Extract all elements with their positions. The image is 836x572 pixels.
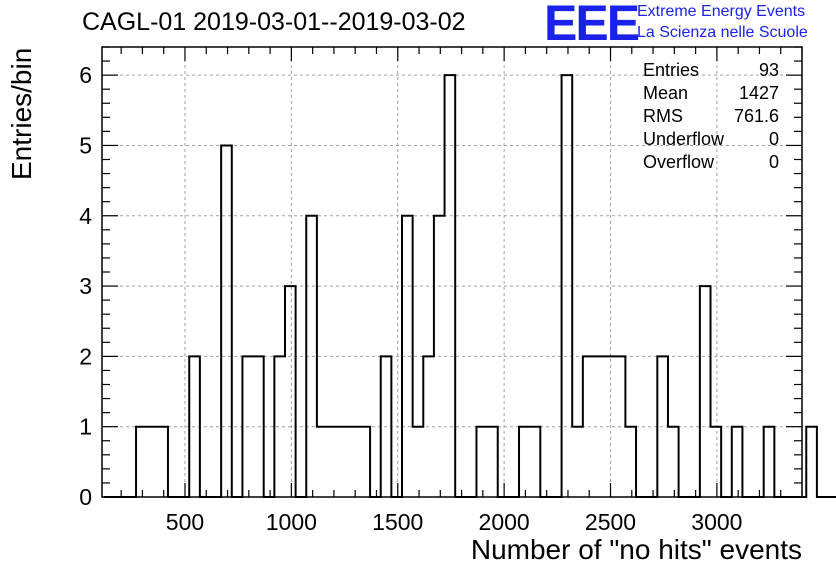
histogram-bin-23 bbox=[349, 427, 360, 497]
y-axis-label: Entries/bin bbox=[6, 47, 37, 180]
histogram-bin-40 bbox=[530, 427, 541, 497]
tick-labels: 500 1000 1500 2000 2500 3000 0 1 2 3 4 5 6 bbox=[79, 62, 742, 535]
histogram-bin-62 bbox=[764, 427, 775, 497]
histogram-bin-14 bbox=[253, 356, 264, 497]
histogram-bin-47 bbox=[604, 356, 615, 497]
histogram-bin-8 bbox=[189, 356, 200, 497]
grid-lines bbox=[102, 47, 802, 497]
x-tick-label-3: 2000 bbox=[479, 509, 530, 535]
stat-entries-value: 93 bbox=[758, 60, 779, 80]
histogram-bin-28 bbox=[402, 216, 413, 497]
y-tick-label-2: 2 bbox=[79, 343, 92, 369]
stat-underflow-value: 0 bbox=[768, 129, 779, 149]
histogram-bin-5 bbox=[157, 427, 168, 497]
axes bbox=[101, 46, 803, 498]
histogram-bin-22 bbox=[338, 427, 349, 497]
stat-mean-value: 1427 bbox=[738, 83, 779, 103]
histogram-bin-44 bbox=[572, 427, 583, 497]
x-axis-label: Number of "no hits" events bbox=[470, 534, 802, 565]
stat-rms-label: RMS bbox=[643, 106, 683, 126]
histogram-bin-39 bbox=[519, 427, 530, 497]
histogram-bin-52 bbox=[657, 356, 668, 497]
y-tick-label-3: 3 bbox=[79, 273, 92, 299]
chart-title: CAGL-01 2019-03-01--2019-03-02 bbox=[82, 8, 466, 36]
stat-overflow-label: Overflow bbox=[643, 152, 715, 172]
x-tick-label-5: 3000 bbox=[691, 509, 742, 535]
histogram-bin-13 bbox=[242, 356, 253, 497]
histogram-bin-46 bbox=[593, 356, 604, 497]
histogram-bin-20 bbox=[317, 427, 328, 497]
histogram-bin-43 bbox=[562, 75, 573, 497]
histogram-bin-57 bbox=[711, 427, 722, 497]
x-tick-label-0: 500 bbox=[166, 509, 204, 535]
histogram-bin-48 bbox=[615, 356, 626, 497]
histogram-bin-31 bbox=[434, 216, 445, 497]
histogram-bin-21 bbox=[328, 427, 339, 497]
stat-overflow-value: 0 bbox=[768, 152, 779, 172]
histogram-bin-19 bbox=[306, 216, 317, 497]
histogram-bin-32 bbox=[445, 75, 456, 497]
stat-underflow-label: Underflow bbox=[643, 129, 725, 149]
histogram-bin-4 bbox=[147, 427, 158, 497]
y-tick-label-6: 6 bbox=[79, 62, 92, 88]
stat-mean-label: Mean bbox=[643, 83, 689, 103]
y-tick-label-1: 1 bbox=[79, 414, 92, 440]
histogram-bin-29 bbox=[413, 427, 424, 497]
eee-logo: EEE bbox=[544, 0, 640, 51]
x-tick-label-4: 2500 bbox=[585, 509, 636, 535]
x-tick-label-2: 1500 bbox=[372, 509, 423, 535]
stat-entries-label: Entries bbox=[643, 60, 700, 80]
y-tick-label-5: 5 bbox=[79, 132, 92, 158]
histogram-bin-26 bbox=[381, 356, 392, 497]
histogram-bin-49 bbox=[625, 427, 636, 497]
histogram-bin-66 bbox=[806, 427, 817, 497]
histogram-bin-56 bbox=[700, 286, 711, 497]
stat-rms-value: 761.6 bbox=[733, 106, 779, 126]
histogram-bin-45 bbox=[583, 356, 594, 497]
histogram-bin-17 bbox=[285, 286, 296, 497]
histogram-bin-30 bbox=[423, 356, 434, 497]
y-tick-label-0: 0 bbox=[79, 484, 92, 510]
histogram-bin-59 bbox=[732, 427, 743, 497]
histogram-bin-11 bbox=[221, 145, 232, 497]
histogram-bin-36 bbox=[487, 427, 498, 497]
histogram-bin-24 bbox=[359, 427, 370, 497]
x-tick-label-1: 1000 bbox=[266, 509, 317, 535]
histogram-bin-53 bbox=[668, 427, 679, 497]
histogram-bin-35 bbox=[476, 427, 487, 497]
histogram-series bbox=[104, 74, 836, 498]
histogram-bin-16 bbox=[274, 356, 285, 497]
histogram-bin-3 bbox=[136, 427, 147, 497]
logo-line-1: Extreme Energy Events bbox=[637, 3, 806, 20]
y-tick-label-4: 4 bbox=[79, 203, 92, 229]
histogram-outline bbox=[104, 74, 836, 498]
logo-line-2: La Scienza nelle Scuole bbox=[637, 24, 808, 41]
